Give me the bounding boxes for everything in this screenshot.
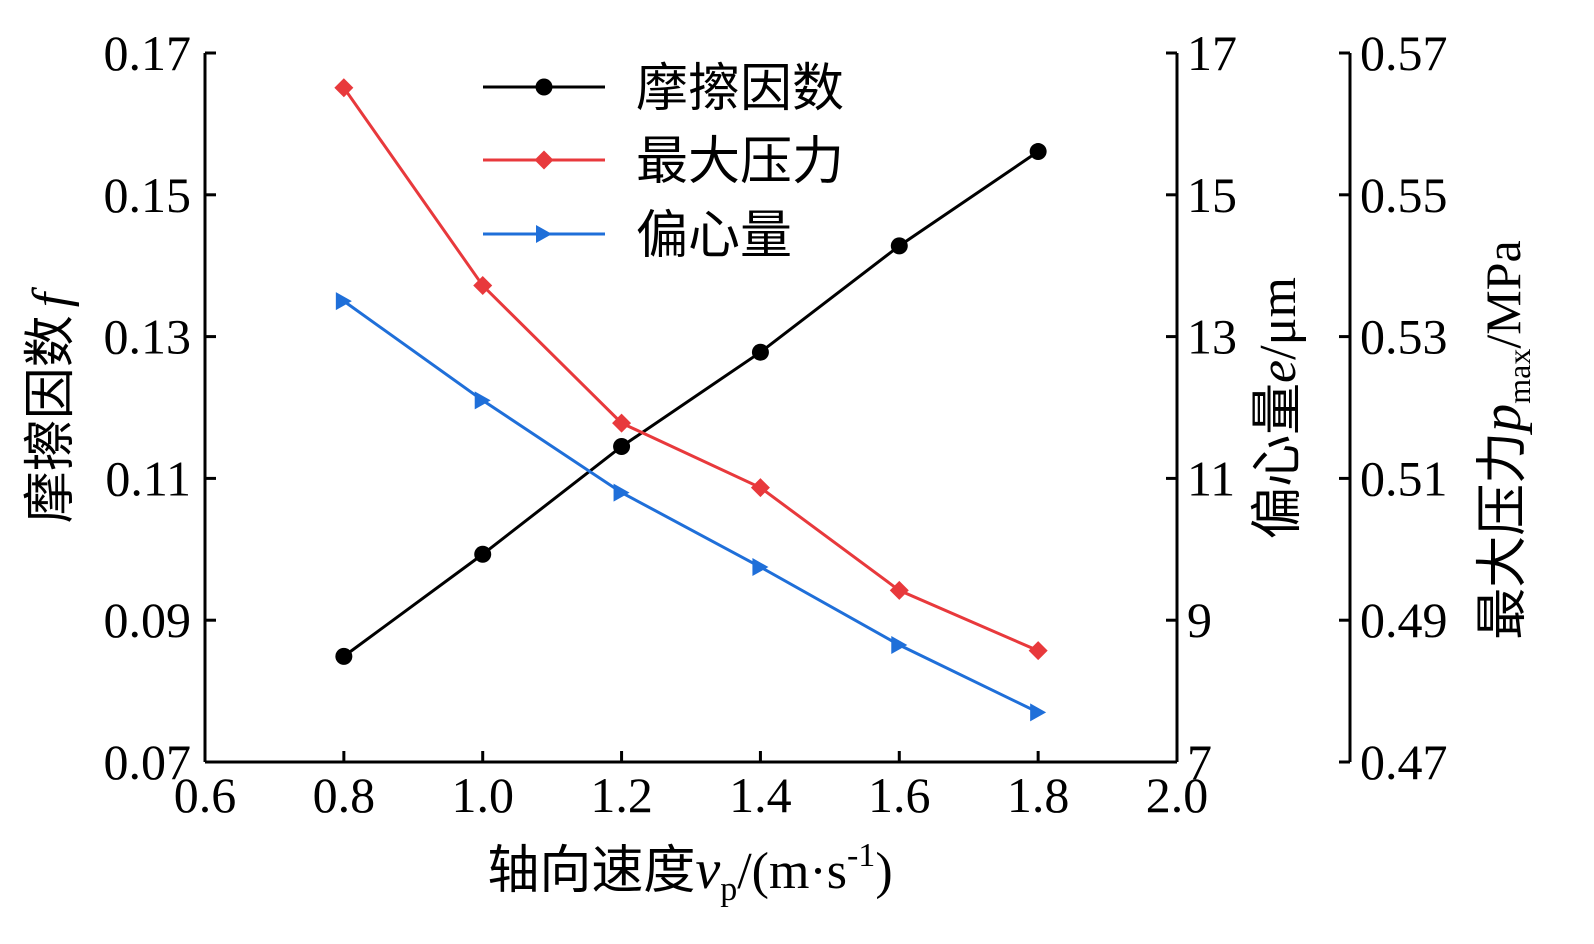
legend-marker bbox=[535, 78, 553, 96]
y-right1-label-prefix: 偏心量 bbox=[1248, 383, 1308, 539]
data-point bbox=[474, 391, 491, 410]
data-point bbox=[1030, 703, 1047, 722]
y-left-tick-label: 0.11 bbox=[105, 450, 191, 506]
x-label-end: ) bbox=[875, 843, 892, 900]
y-right2-label-prefix: 最大压力 bbox=[1473, 432, 1533, 640]
y-right2-label-var: p bbox=[1471, 404, 1533, 436]
y-right2-tick-label: 0.51 bbox=[1360, 450, 1448, 506]
x-label-mid: /(m·s bbox=[737, 843, 847, 900]
data-point bbox=[890, 237, 908, 255]
x-tick-label: 0.6 bbox=[174, 767, 237, 823]
legend-label: 偏心量 bbox=[636, 206, 792, 266]
data-point bbox=[612, 413, 632, 433]
data-point bbox=[750, 478, 770, 498]
x-tick-label: 0.8 bbox=[313, 767, 376, 823]
y-right1-label-var: e bbox=[1250, 360, 1307, 383]
y-right2-tick-label: 0.57 bbox=[1360, 25, 1448, 81]
data-point bbox=[1028, 641, 1048, 661]
y-right2-tick-label: 0.49 bbox=[1360, 592, 1448, 648]
legend-label: 最大压力 bbox=[636, 132, 844, 192]
data-point bbox=[891, 636, 908, 655]
x-tick-label: 1.6 bbox=[868, 767, 931, 823]
y-right1-tick-label: 9 bbox=[1187, 592, 1212, 648]
data-point bbox=[335, 292, 352, 311]
y-right1-tick-label: 17 bbox=[1187, 25, 1237, 81]
y-right1-tick-label: 13 bbox=[1187, 309, 1237, 365]
y-left-tick-label: 0.17 bbox=[104, 25, 192, 81]
data-point bbox=[335, 647, 353, 665]
y-right1-tick-label: 11 bbox=[1187, 450, 1235, 506]
y-left-label-var: f bbox=[23, 286, 80, 307]
series-layer bbox=[334, 78, 1048, 722]
legend-marker bbox=[534, 150, 554, 170]
y-right1-label-unit: /μm bbox=[1250, 277, 1307, 360]
x-tick-label: 1.2 bbox=[590, 767, 653, 823]
y-left-tick-label: 0.15 bbox=[104, 167, 192, 223]
ticks-layer: 0.6 0.8 1.0 1.2 1.4 1.6 1.8 2.0 0.07 0.09 0.11 0.13… bbox=[104, 25, 1448, 823]
y-right1-tick-label: 15 bbox=[1187, 167, 1237, 223]
x-label-prefix: 轴向速度 bbox=[487, 841, 695, 901]
y-right2-label-sub: max bbox=[1501, 349, 1537, 404]
data-point bbox=[1029, 143, 1047, 161]
data-point bbox=[613, 437, 631, 455]
x-tick-label: 1.8 bbox=[1007, 767, 1070, 823]
x-tick-label: 1.4 bbox=[729, 767, 792, 823]
x-label-sub: p bbox=[720, 871, 737, 908]
y-left-label-prefix: 摩擦因数 bbox=[21, 315, 81, 523]
legend-label: 摩擦因数 bbox=[636, 59, 844, 119]
series-line bbox=[342, 86, 1039, 653]
x-tick-label: 2.0 bbox=[1146, 767, 1209, 823]
data-point bbox=[474, 545, 492, 563]
data-point bbox=[752, 558, 769, 577]
legend-marker bbox=[536, 225, 552, 243]
legend-item: 偏心量 bbox=[483, 206, 792, 266]
x-tick-label: 1.0 bbox=[451, 767, 514, 823]
legend-item: 最大压力 bbox=[483, 132, 844, 192]
data-point bbox=[613, 483, 630, 502]
y-right1-axis-label: 偏心量e/μm bbox=[1248, 277, 1308, 539]
y-right2-tick-label: 0.47 bbox=[1360, 734, 1448, 790]
plot-frame bbox=[203, 53, 1352, 764]
data-point bbox=[473, 276, 493, 296]
y-right2-axis-label: 最大压力pmax/MPa bbox=[1471, 240, 1537, 639]
y-left-tick-label: 0.09 bbox=[104, 592, 192, 648]
x-label-sup: -1 bbox=[847, 837, 875, 874]
y-right2-label-unit: /MPa bbox=[1475, 240, 1531, 348]
data-point bbox=[334, 78, 354, 98]
data-point bbox=[751, 343, 769, 361]
series-3 bbox=[335, 292, 1047, 722]
series-line bbox=[342, 299, 1039, 714]
y-right2-tick-label: 0.53 bbox=[1360, 309, 1448, 365]
x-label-var: v bbox=[695, 839, 720, 901]
y-left-tick-label: 0.13 bbox=[104, 309, 192, 365]
series-2 bbox=[334, 78, 1048, 661]
series-1 bbox=[335, 143, 1047, 665]
legend-item: 摩擦因数 bbox=[483, 59, 844, 119]
y-left-axis-label: 摩擦因数 f bbox=[21, 286, 81, 523]
y-left-tick-label: 0.07 bbox=[104, 734, 192, 790]
x-axis-label: 轴向速度vp/(m·s-1) bbox=[487, 837, 892, 908]
y-right1-tick-label: 7 bbox=[1187, 734, 1212, 790]
y-right2-tick-label: 0.55 bbox=[1360, 167, 1448, 223]
data-point bbox=[889, 580, 909, 600]
series-line bbox=[342, 150, 1039, 658]
